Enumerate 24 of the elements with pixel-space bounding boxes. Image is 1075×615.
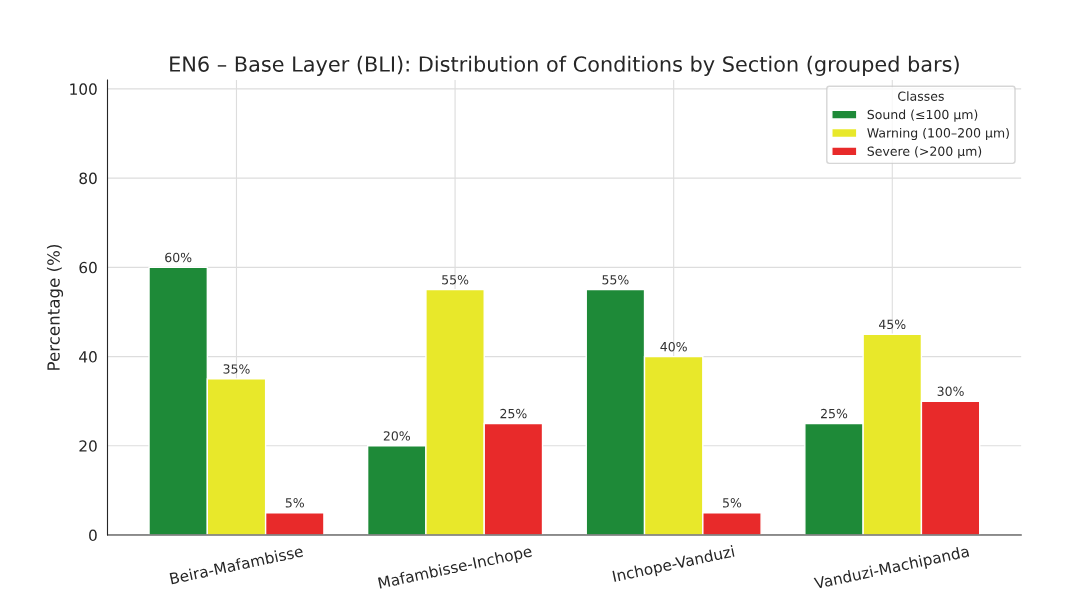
legend-label: Warning (100–200 µm) <box>867 127 1009 140</box>
y-tick-label: 40 <box>79 351 97 363</box>
legend-label: Severe (>200 µm) <box>867 146 982 159</box>
data-label: 5% <box>723 498 742 508</box>
y-axis-title: Percentage (%) <box>46 244 64 370</box>
data-label: 20% <box>383 431 410 441</box>
legend-label: Sound (≤100 µm) <box>867 109 978 122</box>
data-label: 55% <box>442 275 469 285</box>
data-label: 40% <box>660 341 687 352</box>
data-label: 60% <box>165 252 192 263</box>
data-label: 35% <box>223 364 250 374</box>
y-tick-label: 60 <box>79 261 97 274</box>
y-tick-label: 80 <box>79 172 97 185</box>
data-label: 45% <box>879 319 906 330</box>
data-label: 55% <box>602 275 629 285</box>
y-tick-label: 20 <box>79 440 97 452</box>
data-label: 25% <box>500 408 527 419</box>
chart-title: EN6 – Base Layer (BLI): Distribution of Conditions by Section (grouped bars) <box>170 55 959 76</box>
data-label: 30% <box>937 386 964 396</box>
data-label: 25% <box>821 408 848 419</box>
legend-title: Classes <box>898 91 944 101</box>
data-label: 5% <box>285 498 304 508</box>
y-tick-label: 100 <box>70 83 97 95</box>
y-tick-label: 0 <box>89 529 97 542</box>
